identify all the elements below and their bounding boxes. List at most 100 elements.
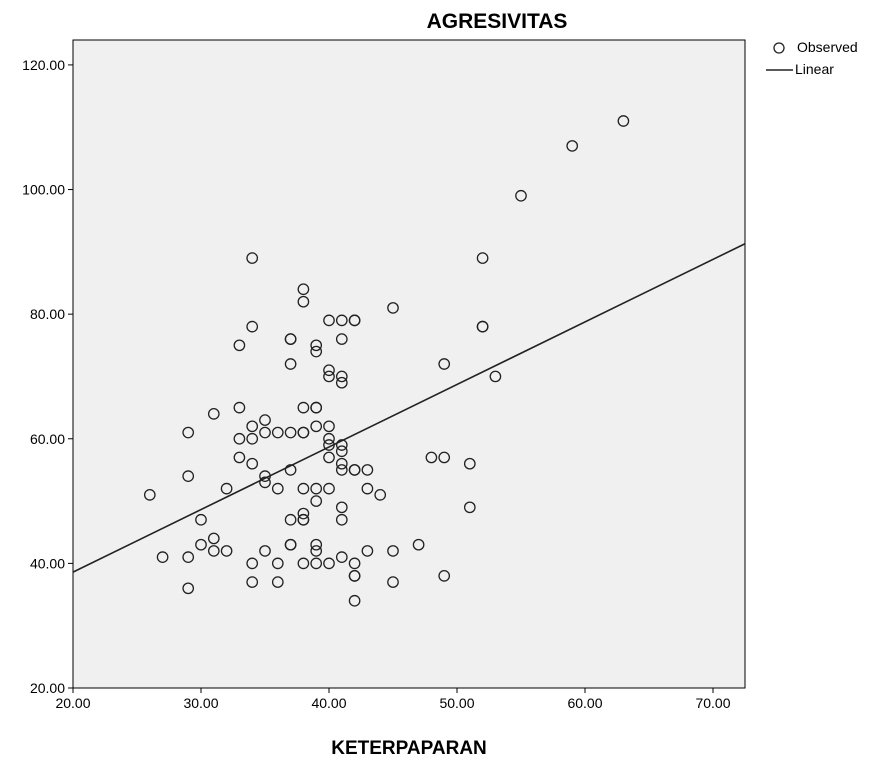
data-point <box>271 557 284 570</box>
data-point <box>412 538 425 551</box>
data-point <box>335 376 348 389</box>
data-point <box>297 401 310 414</box>
data-point <box>284 464 297 476</box>
legend-marker-observed <box>773 42 785 54</box>
data-point <box>323 557 335 570</box>
data-point <box>259 476 271 489</box>
data-point <box>143 488 156 501</box>
data-point <box>207 545 220 557</box>
data-point <box>361 482 374 495</box>
data-point <box>323 314 335 327</box>
data-point <box>259 470 271 483</box>
data-point <box>271 482 284 495</box>
data-point <box>233 432 246 445</box>
legend: Observed Linear <box>766 39 858 77</box>
data-point <box>335 501 348 514</box>
data-point <box>195 513 207 526</box>
data-point <box>284 333 297 345</box>
data-point <box>182 426 195 439</box>
data-point <box>476 320 489 333</box>
data-point <box>335 457 348 470</box>
data-point <box>233 451 246 464</box>
data-point <box>387 302 399 314</box>
data-point <box>310 401 323 414</box>
data-point <box>323 451 335 464</box>
data-point <box>297 283 310 296</box>
data-point <box>323 370 335 383</box>
data-point <box>284 513 297 526</box>
data-point <box>387 545 399 557</box>
data-point <box>220 545 233 557</box>
data-point <box>259 414 271 426</box>
data-point <box>348 314 361 327</box>
data-point <box>323 432 335 445</box>
data-point <box>323 439 335 451</box>
x-tick-label: 70.00 <box>695 695 730 711</box>
y-tick-label: 100.00 <box>22 182 65 198</box>
data-point <box>348 464 361 476</box>
data-point <box>246 432 259 445</box>
data-point <box>246 420 259 433</box>
data-point <box>476 252 489 264</box>
data-point <box>259 426 271 439</box>
x-tick-label: 50.00 <box>439 695 474 711</box>
data-point <box>335 513 348 526</box>
y-tick-label: 20.00 <box>30 680 65 696</box>
data-point <box>348 557 361 570</box>
data-point <box>246 457 259 470</box>
x-axis: 20.00 30.00 40.00 50.00 60.00 70.00 <box>55 688 731 711</box>
data-point <box>463 457 476 470</box>
y-tick-label: 80.00 <box>30 306 65 322</box>
data-point <box>310 538 323 551</box>
data-point <box>387 576 399 588</box>
data-point <box>463 501 476 514</box>
data-point <box>182 470 195 483</box>
y-tick-label: 120.00 <box>22 57 65 73</box>
x-tick-label: 20.00 <box>55 695 90 711</box>
data-point <box>246 320 259 333</box>
data-point <box>271 426 284 439</box>
data-point <box>297 482 310 495</box>
data-point <box>233 401 246 414</box>
data-point <box>310 345 323 358</box>
data-point <box>284 358 297 370</box>
data-point <box>323 420 335 433</box>
data-point <box>182 582 195 595</box>
plot-area <box>72 39 746 689</box>
data-point <box>284 538 297 551</box>
data-point <box>297 507 310 520</box>
data-point <box>335 370 348 383</box>
data-point <box>335 439 348 451</box>
data-point <box>310 557 323 570</box>
data-point <box>233 339 246 352</box>
y-tick-label: 40.00 <box>30 555 65 571</box>
data-point <box>348 594 361 607</box>
data-point <box>297 557 310 570</box>
data-point <box>271 576 284 588</box>
legend-label: Linear <box>795 61 834 77</box>
x-tick-label: 40.00 <box>311 695 346 711</box>
y-tick-label: 60.00 <box>30 431 65 447</box>
data-point <box>310 482 323 495</box>
data-point <box>489 370 502 383</box>
data-point <box>310 545 323 557</box>
data-point <box>515 189 527 202</box>
data-point <box>323 482 335 495</box>
data-point <box>259 545 271 557</box>
data-point <box>361 545 374 557</box>
data-point <box>335 445 348 458</box>
data-point <box>156 551 169 564</box>
data-point <box>297 513 310 526</box>
x-tick-label: 60.00 <box>567 695 602 711</box>
data-point <box>310 495 323 507</box>
data-point <box>438 451 451 464</box>
data-point <box>207 532 220 545</box>
data-point <box>310 420 323 433</box>
legend-label: Observed <box>797 39 858 55</box>
data-point <box>207 407 220 420</box>
y-axis: 20.00 40.00 60.00 80.00 100.00 120.00 <box>22 57 73 696</box>
data-point <box>335 333 348 345</box>
data-point <box>438 569 451 582</box>
x-tick-label: 30.00 <box>183 695 218 711</box>
